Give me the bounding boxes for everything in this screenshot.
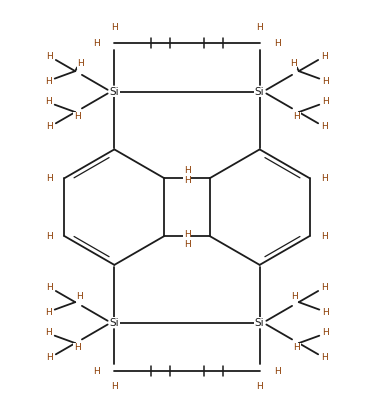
- Text: H: H: [184, 229, 190, 239]
- Text: H: H: [321, 174, 328, 183]
- Text: H: H: [111, 23, 118, 32]
- Text: H: H: [46, 232, 53, 240]
- Text: H: H: [290, 59, 297, 68]
- Text: H: H: [291, 292, 298, 301]
- Text: H: H: [46, 174, 53, 183]
- Text: Si: Si: [110, 87, 119, 97]
- Text: Si: Si: [110, 318, 119, 328]
- Text: H: H: [184, 166, 190, 175]
- Text: Si: Si: [255, 318, 264, 328]
- Text: H: H: [46, 353, 52, 362]
- Text: H: H: [45, 97, 52, 106]
- Text: H: H: [322, 122, 328, 131]
- Text: H: H: [184, 240, 190, 249]
- Text: H: H: [322, 77, 329, 86]
- Text: H: H: [45, 308, 52, 317]
- Text: H: H: [274, 367, 281, 376]
- Text: H: H: [294, 112, 300, 121]
- Text: H: H: [322, 97, 329, 106]
- Text: H: H: [74, 112, 80, 121]
- Text: H: H: [74, 343, 80, 352]
- Text: H: H: [322, 283, 328, 293]
- Text: H: H: [322, 328, 329, 337]
- Text: H: H: [322, 308, 329, 317]
- Text: H: H: [46, 53, 52, 61]
- Text: H: H: [256, 382, 263, 391]
- Text: H: H: [93, 39, 100, 48]
- Text: H: H: [77, 59, 84, 68]
- Text: H: H: [46, 122, 52, 131]
- Text: Si: Si: [255, 87, 264, 97]
- Text: H: H: [322, 353, 328, 362]
- Text: H: H: [76, 292, 83, 301]
- Text: H: H: [321, 232, 328, 240]
- Text: H: H: [294, 343, 300, 352]
- Text: H: H: [93, 367, 100, 376]
- Text: H: H: [45, 77, 52, 86]
- Text: H: H: [184, 176, 190, 185]
- Text: H: H: [274, 39, 281, 48]
- Text: H: H: [256, 23, 263, 32]
- Text: H: H: [46, 283, 52, 293]
- Text: H: H: [322, 53, 328, 61]
- Text: H: H: [111, 382, 118, 391]
- Text: H: H: [45, 328, 52, 337]
